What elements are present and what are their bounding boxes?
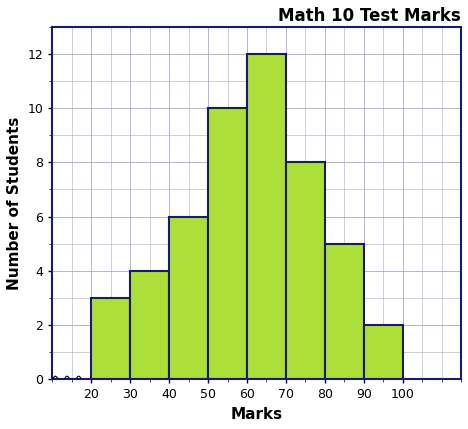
Bar: [91, 298, 130, 380]
Bar: [130, 271, 169, 380]
X-axis label: Marks: Marks: [231, 407, 283, 422]
Y-axis label: Number of Students: Number of Students: [7, 116, 22, 290]
Bar: [286, 162, 325, 380]
Bar: [325, 244, 364, 380]
Bar: [208, 108, 247, 380]
Text: Math 10 Test Marks: Math 10 Test Marks: [278, 7, 461, 25]
Bar: [247, 54, 286, 380]
Bar: [364, 325, 402, 380]
Bar: [169, 217, 208, 380]
